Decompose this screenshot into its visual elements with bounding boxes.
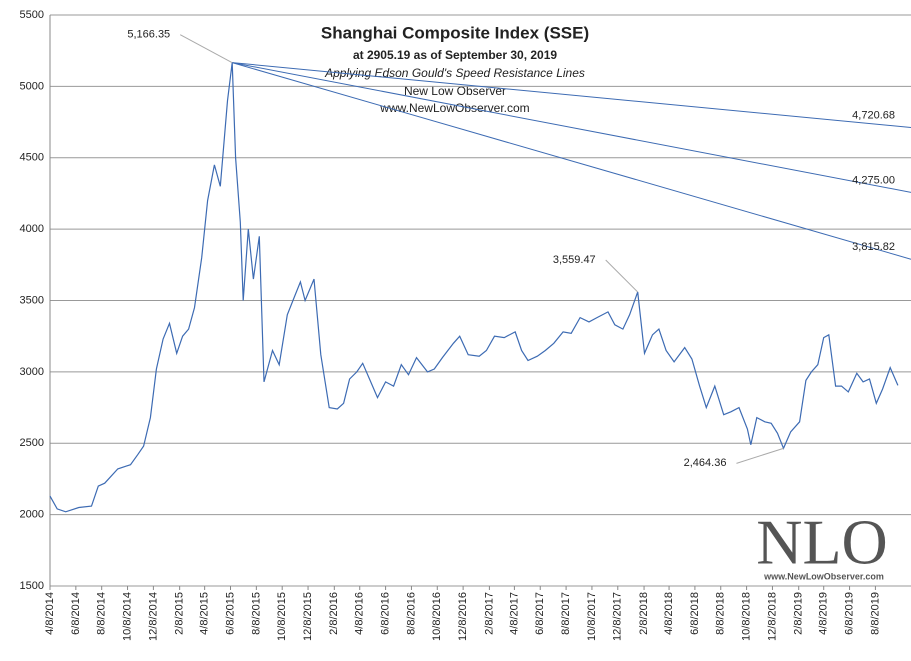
annotation-arrow <box>736 447 784 464</box>
y-tick-label: 2500 <box>20 437 44 449</box>
x-tick-label: 2/8/2015 <box>174 592 186 635</box>
x-tick-label: 12/8/2014 <box>147 592 159 641</box>
annotation-label: 5,166.35 <box>127 29 170 41</box>
x-tick-label: 4/8/2018 <box>663 592 675 635</box>
x-tick-label: 12/8/2015 <box>302 592 314 641</box>
x-tick-label: 6/8/2014 <box>70 592 82 635</box>
x-tick-label: 2/8/2017 <box>483 592 495 635</box>
x-tick-label: 2/8/2019 <box>793 592 805 635</box>
line-series <box>49 62 899 513</box>
x-tick-label: 8/8/2015 <box>250 592 262 635</box>
x-tick-label: 10/8/2017 <box>586 592 598 641</box>
y-tick-label: 5500 <box>20 9 44 21</box>
resistance-label: 4,275.00 <box>852 174 895 186</box>
x-tick-label: 10/8/2016 <box>431 592 443 641</box>
annotation-label: 2,464.36 <box>684 457 727 469</box>
x-tick-label: 10/8/2014 <box>121 592 133 641</box>
x-tick-label: 12/8/2018 <box>766 592 778 641</box>
x-tick-label: 12/8/2017 <box>612 592 624 641</box>
x-tick-label: 6/8/2017 <box>534 592 546 635</box>
y-tick-label: 4500 <box>20 152 44 164</box>
resistance-line <box>232 62 911 193</box>
x-tick-label: 6/8/2016 <box>379 592 391 635</box>
x-tick-label: 8/8/2014 <box>96 592 108 635</box>
x-tick-label: 4/8/2017 <box>508 592 520 635</box>
x-tick-label: 8/8/2017 <box>560 592 572 635</box>
annotation-arrow <box>179 34 233 64</box>
x-tick-label: 6/8/2015 <box>224 592 236 635</box>
x-tick-label: 4/8/2016 <box>354 592 366 635</box>
y-tick-label: 2000 <box>20 509 44 521</box>
y-tick-label: 3000 <box>20 366 44 378</box>
website: www.NewLowObserver.com <box>379 101 529 115</box>
watermark-logo: NLO <box>756 507 888 578</box>
resistance-line <box>232 62 911 260</box>
plot: 1500 2000 2500 3000 3500 4000 4500 5000 5500 4/8/… <box>20 9 911 641</box>
x-tick-label: 8/8/2019 <box>869 592 881 635</box>
resistance-line <box>232 62 911 129</box>
x-tick-label: 12/8/2016 <box>457 592 469 641</box>
chart-title: Shanghai Composite Index (SSE) <box>321 23 589 42</box>
subtitle: at 2905.19 as of September 30, 2019 <box>353 48 557 62</box>
y-tick-label: 4000 <box>20 223 44 235</box>
x-tick-label: 4/8/2014 <box>44 592 56 635</box>
x-tick-label: 8/8/2016 <box>405 592 417 635</box>
source: New Low Observer <box>404 84 506 98</box>
x-tick-label: 2/8/2016 <box>328 592 340 635</box>
x-tick-label: 10/8/2015 <box>276 592 288 641</box>
y-tick-label: 1500 <box>20 580 44 592</box>
watermark-url: www.NewLowObserver.com <box>763 571 884 581</box>
y-tick-label: 3500 <box>20 294 44 306</box>
x-tick-label: 4/8/2019 <box>818 592 830 635</box>
resistance-label: 3,815.82 <box>852 241 895 253</box>
x-tick-label: 2/8/2018 <box>638 592 650 635</box>
x-tick-label: 6/8/2019 <box>843 592 855 635</box>
x-tick-label: 4/8/2015 <box>199 592 211 635</box>
x-tick-label: 10/8/2018 <box>741 592 753 641</box>
x-tick-label: 6/8/2018 <box>689 592 701 635</box>
annotation-label: 3,559.47 <box>553 254 596 266</box>
resistance-label: 4,720.68 <box>852 109 895 121</box>
method: Applying Edson Gould's Speed Resistance … <box>324 66 585 80</box>
annotation-arrow <box>605 259 639 293</box>
x-tick-label: 8/8/2018 <box>715 592 727 635</box>
y-tick-label: 5000 <box>20 80 44 92</box>
